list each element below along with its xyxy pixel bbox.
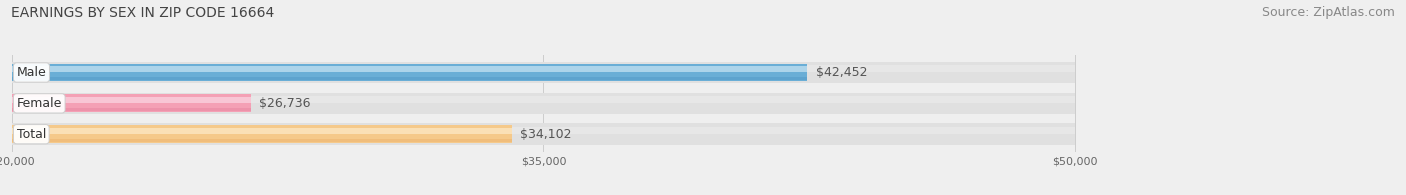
Bar bbox=[13, 62, 1074, 83]
Bar bbox=[13, 108, 250, 111]
Bar bbox=[13, 93, 1074, 114]
Text: Female: Female bbox=[17, 97, 62, 110]
Bar bbox=[13, 97, 250, 103]
Bar bbox=[13, 125, 512, 143]
Bar bbox=[13, 139, 512, 142]
Bar bbox=[13, 94, 250, 112]
Text: Total: Total bbox=[17, 128, 46, 141]
Text: Male: Male bbox=[17, 66, 46, 79]
Bar bbox=[13, 123, 1074, 145]
Text: $42,452: $42,452 bbox=[815, 66, 868, 79]
Text: Source: ZipAtlas.com: Source: ZipAtlas.com bbox=[1261, 6, 1395, 19]
Bar bbox=[13, 127, 1074, 134]
Bar bbox=[13, 64, 807, 82]
Bar bbox=[13, 77, 807, 80]
Bar bbox=[13, 66, 807, 72]
Text: $26,736: $26,736 bbox=[259, 97, 311, 110]
Text: $34,102: $34,102 bbox=[520, 128, 572, 141]
Bar bbox=[13, 96, 1074, 103]
Text: EARNINGS BY SEX IN ZIP CODE 16664: EARNINGS BY SEX IN ZIP CODE 16664 bbox=[11, 6, 274, 20]
Bar bbox=[13, 128, 512, 134]
Bar bbox=[13, 65, 1074, 72]
